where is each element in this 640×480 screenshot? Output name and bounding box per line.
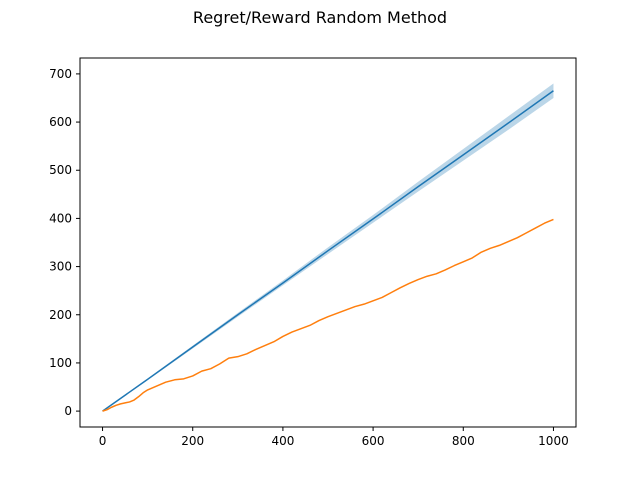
x-tick-label: 800 <box>452 434 475 448</box>
y-tick-label: 500 <box>49 163 72 177</box>
plot-area <box>102 83 554 412</box>
x-tick-label: 600 <box>362 434 385 448</box>
x-tick-label: 0 <box>99 434 107 448</box>
y-tick-label: 600 <box>49 115 72 129</box>
y-tick-label: 700 <box>49 67 72 81</box>
series-2-line <box>102 218 554 412</box>
plot-frame <box>79 57 577 428</box>
series-1-confidence-band <box>102 83 554 412</box>
y-tick-label: 400 <box>49 211 72 225</box>
y-axis: 0 100 200 300 400 500 600 700 <box>49 67 80 418</box>
x-tick-label: 1000 <box>538 434 569 448</box>
x-tick-label: 400 <box>271 434 294 448</box>
y-tick-label: 0 <box>64 404 72 418</box>
y-tick-label: 100 <box>49 356 72 370</box>
x-tick-label: 200 <box>181 434 204 448</box>
chart-title: Regret/Reward Random Method <box>193 8 447 27</box>
y-tick-label: 300 <box>49 260 72 274</box>
x-axis: 0 200 400 600 800 1000 <box>99 427 569 448</box>
series-1-line <box>102 90 554 412</box>
y-tick-label: 200 <box>49 308 72 322</box>
